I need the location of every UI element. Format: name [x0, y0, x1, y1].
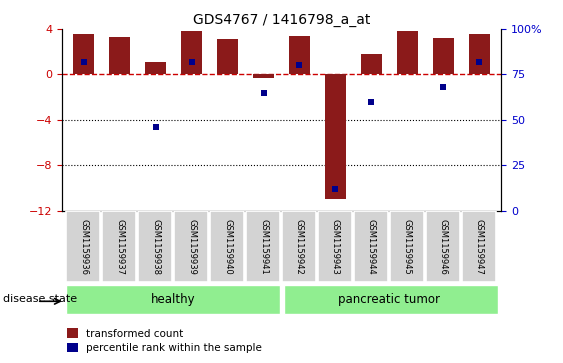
Bar: [145, 62, 166, 74]
Text: GSM1159945: GSM1159945: [403, 219, 412, 275]
Text: GSM1159941: GSM1159941: [259, 219, 268, 275]
FancyBboxPatch shape: [246, 211, 280, 282]
Text: GSM1159937: GSM1159937: [115, 219, 124, 275]
FancyBboxPatch shape: [66, 211, 100, 282]
FancyBboxPatch shape: [284, 285, 498, 314]
FancyBboxPatch shape: [318, 211, 352, 282]
FancyBboxPatch shape: [462, 211, 495, 282]
Text: healthy: healthy: [151, 293, 196, 306]
Text: GSM1159939: GSM1159939: [187, 219, 196, 275]
Text: GSM1159944: GSM1159944: [367, 219, 376, 275]
Text: GSM1159947: GSM1159947: [475, 219, 484, 275]
Text: pancreatic tumor: pancreatic tumor: [338, 293, 440, 306]
FancyBboxPatch shape: [390, 211, 424, 282]
Bar: [397, 31, 418, 74]
Title: GDS4767 / 1416798_a_at: GDS4767 / 1416798_a_at: [193, 13, 370, 26]
Bar: [289, 36, 310, 74]
FancyBboxPatch shape: [354, 211, 388, 282]
FancyBboxPatch shape: [282, 211, 316, 282]
Text: disease state: disease state: [3, 294, 77, 305]
FancyBboxPatch shape: [138, 211, 172, 282]
Legend: transformed count, percentile rank within the sample: transformed count, percentile rank withi…: [67, 328, 262, 353]
Text: GSM1159940: GSM1159940: [223, 219, 232, 275]
Bar: [109, 37, 130, 74]
Bar: [325, 74, 346, 199]
Bar: [73, 34, 95, 74]
Bar: [181, 31, 202, 74]
Bar: [253, 74, 274, 78]
Text: GSM1159946: GSM1159946: [439, 219, 448, 275]
FancyBboxPatch shape: [66, 285, 280, 314]
FancyBboxPatch shape: [174, 211, 208, 282]
Text: GSM1159936: GSM1159936: [79, 219, 88, 275]
Text: GSM1159943: GSM1159943: [331, 219, 340, 275]
Bar: [361, 54, 382, 74]
Text: GSM1159938: GSM1159938: [151, 219, 160, 275]
Bar: [433, 38, 454, 74]
FancyBboxPatch shape: [426, 211, 459, 282]
Bar: [217, 39, 238, 74]
FancyBboxPatch shape: [210, 211, 244, 282]
FancyBboxPatch shape: [102, 211, 136, 282]
Text: GSM1159942: GSM1159942: [295, 219, 304, 275]
Bar: [468, 34, 490, 74]
